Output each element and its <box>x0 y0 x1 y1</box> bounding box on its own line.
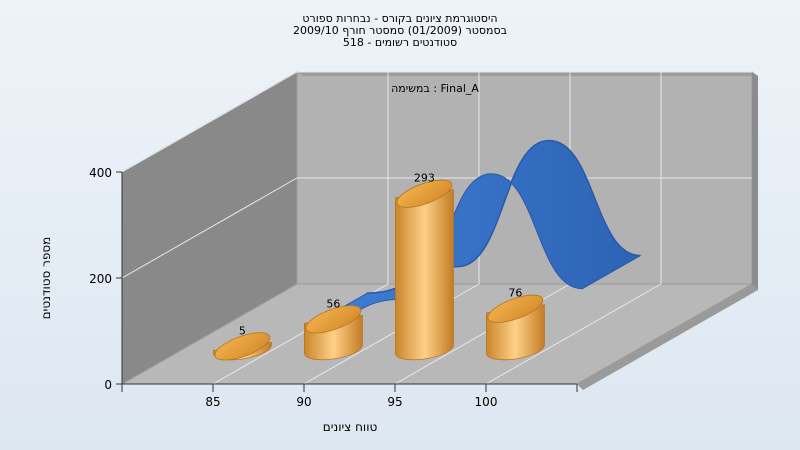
floor-front-edge <box>577 284 758 390</box>
x-tick-label: 100 <box>475 395 498 409</box>
bar <box>304 305 363 361</box>
bar-body <box>395 189 454 361</box>
bar-cap <box>214 332 271 361</box>
chart-title-line-2: בסמסטר (01/2009) סמסטר חורף 2009/10 <box>293 24 507 37</box>
x-tick-label: 90 <box>296 395 311 409</box>
y-tick-label: 0 <box>104 378 112 392</box>
chart-subtitle: במשימה : Final_A <box>391 82 479 95</box>
bar <box>395 179 454 361</box>
grid-line-left <box>121 71 298 173</box>
data-label: 5 <box>239 324 246 337</box>
y-tick-label: 200 <box>89 272 112 286</box>
bar-cap <box>487 294 544 323</box>
bar <box>213 332 272 361</box>
x-tick-label: 95 <box>387 395 402 409</box>
grid-lines <box>121 71 752 385</box>
back-wall-side-edge <box>752 72 758 290</box>
x-tick-label: 85 <box>205 395 220 409</box>
back-wall-top-edge <box>297 72 758 76</box>
grid-line-left <box>121 177 298 279</box>
axes: 0 200 400 85 90 95 100 <box>89 166 578 409</box>
bar-series <box>213 179 545 361</box>
chart-title-line-3: סטודנטים רשומים - 518 <box>342 36 458 49</box>
data-labels: 5 56 293 76 <box>239 172 523 338</box>
data-label: 56 <box>326 297 340 310</box>
y-tick-label: 400 <box>89 166 112 180</box>
bar <box>486 294 545 361</box>
bar-cap <box>305 305 362 334</box>
grid-line-floor <box>485 283 662 385</box>
x-axis-label: טווח ציונים <box>323 420 378 434</box>
chart-title-line-1: היסטוגרמת ציונים בקורס - נבחרות ספורט <box>302 12 498 25</box>
data-label: 76 <box>508 287 522 300</box>
y-axis-label: מספר סטודנטים <box>39 237 53 320</box>
data-label: 293 <box>414 172 435 185</box>
bar-cap <box>396 179 453 208</box>
